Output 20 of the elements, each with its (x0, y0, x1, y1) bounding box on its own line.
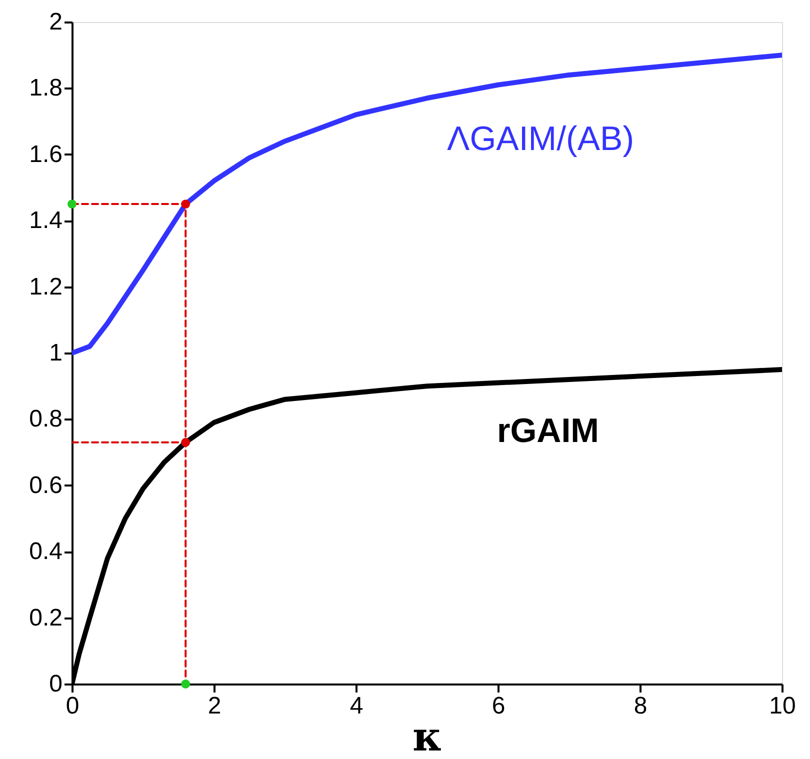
y-tick-label: 0.2 (29, 604, 62, 632)
y-tick-label: 0.6 (29, 472, 62, 499)
y-tick-label: 0.8 (29, 406, 62, 433)
series-label: rGAIM (497, 412, 599, 450)
x-tick-label: 6 (492, 692, 506, 720)
x-axis-title: κ (412, 714, 442, 759)
y-tick-label: 1 (49, 340, 62, 366)
x-tick-label: 0 (66, 692, 80, 720)
x-tick-label: 4 (350, 692, 364, 720)
y-tick-label: 0.4 (29, 538, 62, 566)
x-tick-label: 10 (769, 692, 796, 720)
y-tick-label: 1.8 (29, 74, 62, 102)
series-label: ΛGAIM/(AB) (447, 120, 634, 158)
x-tick-label: 2 (208, 692, 222, 720)
y-tick-label: 1.4 (29, 207, 62, 234)
x-tick-label: 8 (634, 692, 648, 720)
y-tick-label: 2 (49, 8, 62, 36)
y-tick-label: 1.2 (29, 273, 62, 300)
y-tick-label: 0 (49, 670, 62, 698)
y-tick-label: 1.6 (29, 140, 62, 168)
